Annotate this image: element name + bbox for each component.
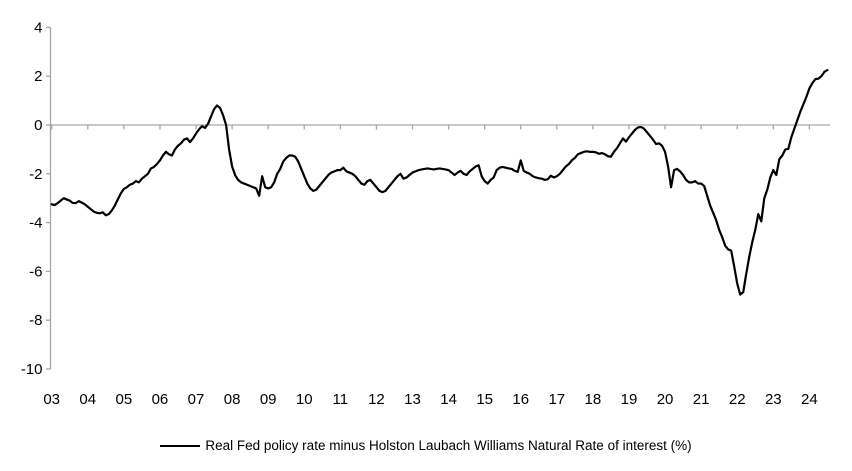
x-tick-label: 09 (260, 391, 277, 408)
x-tick-label: 21 (693, 391, 710, 408)
y-tick-label: 0 (34, 117, 42, 134)
series-line (50, 68, 829, 296)
x-tick-label: 04 (79, 391, 96, 408)
x-tick-label: 22 (729, 391, 746, 408)
y-tick-label: -10 (21, 361, 43, 378)
x-tick-label: 06 (152, 391, 169, 408)
y-tick-label: -4 (29, 215, 42, 232)
y-tick-label: 4 (34, 19, 42, 36)
x-tick-label: 07 (188, 391, 205, 408)
y-tick-label: 2 (34, 68, 42, 85)
x-tick-label: 13 (404, 391, 421, 408)
x-tick-label: 17 (548, 391, 565, 408)
x-tick-label: 05 (116, 391, 133, 408)
x-tick-label: 11 (333, 391, 349, 408)
y-tick-label: -2 (29, 166, 42, 183)
x-tick-label: 23 (765, 391, 782, 408)
x-tick-label: 20 (657, 391, 674, 408)
legend-label: Real Fed policy rate minus Holston Lauba… (205, 438, 692, 453)
x-tick-label: 15 (476, 391, 493, 408)
legend-line-sample (160, 444, 201, 447)
x-tick-label: 14 (440, 391, 457, 408)
x-tick-label: 03 (43, 391, 60, 408)
x-tick-label: 10 (296, 391, 313, 408)
x-tick-label: 18 (585, 391, 602, 408)
x-tick-label: 19 (621, 391, 638, 408)
y-tick-label: -8 (29, 312, 42, 329)
x-tick-label: 08 (224, 391, 241, 408)
x-tick-label: 16 (512, 391, 529, 408)
legend: Real Fed policy rate minus Holston Lauba… (0, 438, 852, 453)
x-tick-label: 12 (368, 391, 385, 408)
y-tick-label: -6 (29, 263, 42, 280)
x-tick-label: 24 (801, 391, 818, 408)
